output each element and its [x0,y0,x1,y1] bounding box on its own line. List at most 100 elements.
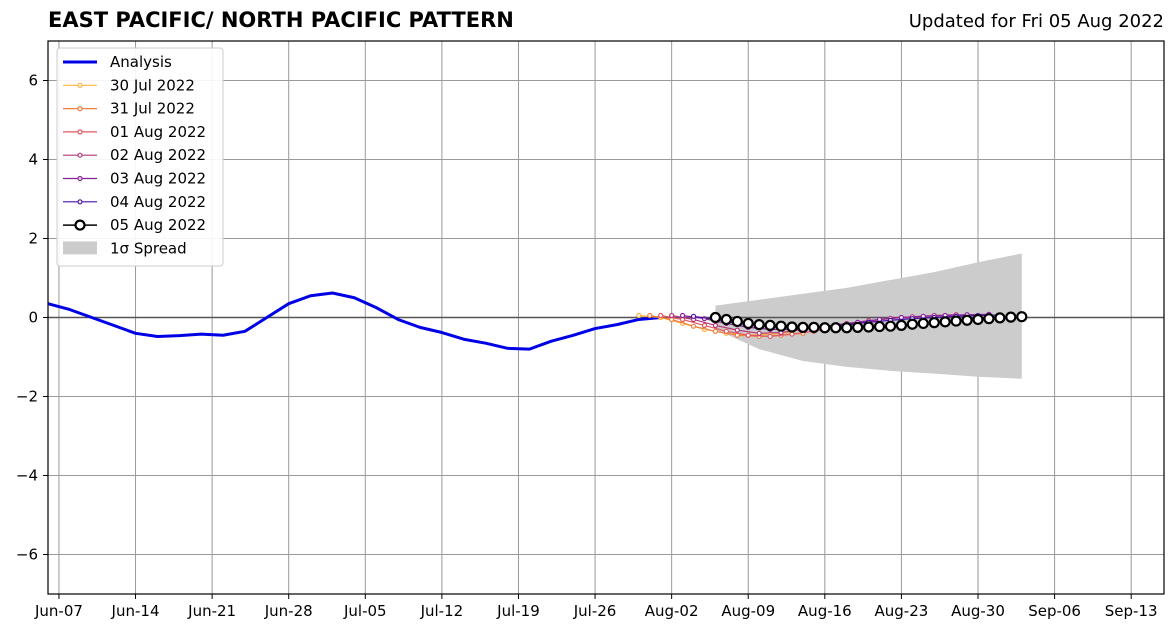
data-point [917,317,929,330]
legend-marker [77,175,83,182]
data-point [797,321,809,333]
legend-entry: 1σ Spread [63,239,187,257]
data-point [819,322,831,334]
spread-band-layer [715,253,1022,379]
data-point [775,320,787,332]
data-point [1005,311,1017,323]
legend-entry: 31 Jul 2022 [63,100,195,118]
x-tick-label: Jul-19 [496,602,540,620]
legend-label: Analysis [110,53,172,71]
x-tick-label: Aug-16 [798,602,852,620]
chart-title: EAST PACIFIC/ NORTH PACIFIC PATTERN [48,8,514,32]
legend-box [56,47,224,267]
y-tick-label: −6 [16,546,38,564]
data-point [862,321,875,333]
legend: Analysis 30 Jul 2022 31 Jul 2022 01 Aug 202… [56,47,224,267]
data-point [961,314,973,326]
legend-entry: Analysis [63,53,172,71]
data-point [928,317,940,329]
data-point [841,322,853,334]
series-0 [47,291,661,351]
x-tick-label: Jun-21 [187,602,236,620]
legend-entry: 01 Aug 2022 [63,123,206,141]
y-tick-label: 4 [28,151,38,169]
x-tick-label: Jul-05 [343,602,387,620]
data-point [983,313,995,325]
x-tick-label: Jun-14 [111,602,160,620]
legend-swatch [63,241,97,255]
data-point [852,321,864,333]
legend-entry: 05 Aug 2022 [63,216,206,234]
legend-marker [77,82,83,88]
series-layer [47,291,1028,351]
x-tick-label: Sep-06 [1028,602,1081,620]
data-point [709,311,722,324]
x-tick-label: Jun-07 [34,602,83,620]
data-point [636,312,642,319]
y-tick-label: 6 [28,72,38,90]
data-point [789,331,795,337]
legend-entry: 30 Jul 2022 [63,76,195,94]
legend-marker [77,199,83,205]
data-point [753,319,765,331]
x-tick-label: Aug-30 [951,602,1005,620]
data-point [950,315,962,327]
x-tick-label: Sep-13 [1105,602,1158,620]
data-point [767,333,773,340]
data-point [745,332,751,338]
data-point [884,320,897,332]
legend-label: 03 Aug 2022 [110,170,206,188]
legend-label: 31 Jul 2022 [110,100,195,118]
x-tick-label: Jul-12 [420,602,464,620]
x-tick-label: Aug-23 [875,602,929,620]
data-point [720,313,732,326]
legend-marker [77,129,83,135]
y-axis-ticks: −6 −4 −2 0 2 4 6 [16,72,48,564]
legend-marker [74,219,86,231]
legend-label: 04 Aug 2022 [110,193,206,211]
data-point [712,322,719,328]
y-tick-label: −4 [16,467,38,485]
legend-marker [77,105,83,112]
data-point [647,312,653,319]
data-point [701,322,708,328]
x-tick-label: Aug-09 [721,602,775,620]
x-axis-ticks: Jun-07 Jun-14 Jun-21 Jun-28 Jul-05 Jul-12 Jul-… [34,594,1158,620]
legend-entry: 03 Aug 2022 [63,170,206,188]
legend-label: 1σ Spread [110,239,187,257]
data-point [731,315,743,328]
updated-date: Updated for Fri 05 Aug 2022 [908,11,1164,32]
data-point [723,328,729,334]
legend-entry: 04 Aug 2022 [63,193,206,211]
data-point [873,320,886,333]
series-7 [709,311,1028,334]
data-point [1016,311,1028,323]
data-point [658,312,664,319]
data-point [734,327,740,333]
data-point [712,328,719,334]
data-point [756,330,762,336]
data-point [895,319,908,331]
x-tick-label: Jun-28 [264,602,313,620]
data-point [690,323,697,329]
data-point [994,312,1006,324]
data-point [764,319,776,331]
legend-label: 30 Jul 2022 [110,76,195,94]
legend-entry: 02 Aug 2022 [63,146,206,164]
data-point [786,321,798,333]
legend-marker [77,152,83,158]
y-tick-label: 0 [28,309,38,327]
legend-label: 05 Aug 2022 [110,216,206,234]
data-point [939,316,951,328]
data-point [972,313,984,326]
legend-label: 02 Aug 2022 [110,146,206,164]
data-point [808,321,820,333]
data-point [679,312,686,319]
legend-label: 01 Aug 2022 [110,123,206,141]
spread-band [715,253,1022,379]
y-tick-label: 2 [28,230,38,248]
data-point [742,317,754,330]
series-line [47,291,661,351]
x-tick-label: Aug-02 [645,602,699,620]
